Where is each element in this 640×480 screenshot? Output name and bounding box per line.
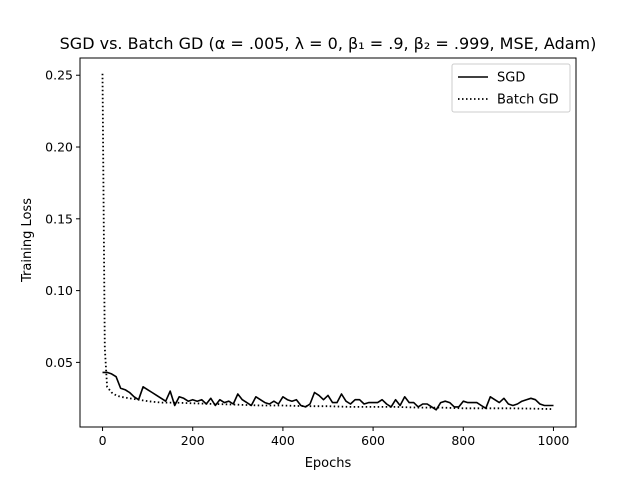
legend-label: SGD [497, 71, 525, 86]
y-tick-label: 0.15 [45, 211, 73, 226]
legend-box [451, 63, 571, 113]
y-tick-label: 0.20 [45, 140, 73, 155]
y-tick-label: 0.05 [45, 355, 73, 370]
series-line-1 [102, 371, 554, 411]
x-tick-label: 1000 [538, 433, 570, 448]
legend-label: Batch GD [497, 93, 559, 108]
y-axis: 0.05 0.10 0.15 0.20 0.25 [45, 68, 80, 370]
x-tick-label: 600 [361, 433, 385, 448]
x-tick-label: 800 [451, 433, 475, 448]
chart-title: SGD vs. Batch GD (α = .005, λ = 0, β₁ = … [60, 34, 597, 53]
series-line-2 [101, 73, 554, 410]
y-tick-label: 0.10 [45, 283, 73, 298]
plot-area [79, 57, 577, 428]
x-tick-label: 200 [181, 433, 205, 448]
plot-frame [79, 57, 577, 428]
x-axis-label: Epochs [305, 456, 352, 471]
x-tick-label: 0 [99, 433, 107, 448]
x-tick-label: 400 [271, 433, 295, 448]
y-tick-label: 0.25 [45, 68, 73, 83]
legend: SGD Batch GD [451, 63, 571, 113]
y-axis-label: Training Loss [20, 198, 35, 283]
x-axis: 0 200 400 600 800 1000 [99, 427, 570, 448]
